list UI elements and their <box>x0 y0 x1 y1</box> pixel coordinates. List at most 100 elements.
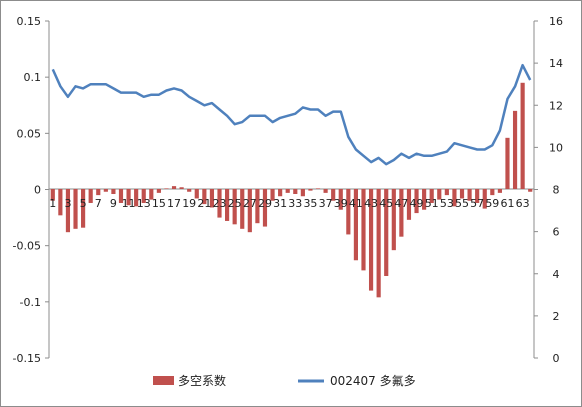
left-tick-label: 0 <box>34 184 41 197</box>
bar-mark <box>376 189 381 298</box>
bar-mark <box>149 189 154 200</box>
bar-mark <box>293 189 298 194</box>
left-tick-label: 0.1 <box>24 71 42 84</box>
bar-mark <box>50 189 55 201</box>
bar-mark <box>164 188 169 189</box>
bar-mark <box>156 189 161 193</box>
bar-mark <box>361 189 366 271</box>
bar-series-group <box>50 82 533 298</box>
x-tick-label: 39 <box>334 197 348 210</box>
x-tick-label: 37 <box>319 197 333 210</box>
bar-mark <box>96 189 101 196</box>
bar-mark <box>225 189 230 221</box>
x-tick-label: 19 <box>182 197 196 210</box>
x-tick-label: 15 <box>152 197 166 210</box>
left-tick-label: -0.05 <box>13 240 41 253</box>
bar-mark <box>270 189 275 201</box>
x-tick-label: 55 <box>455 197 469 210</box>
bar-mark <box>512 110 518 189</box>
bar-mark <box>368 189 374 291</box>
x-tick-label: 51 <box>425 197 439 210</box>
bar-mark <box>171 186 177 189</box>
right-tick-label: 16 <box>549 15 563 28</box>
bar-mark <box>406 189 412 220</box>
bar-mark <box>444 189 449 196</box>
x-tick-label: 41 <box>349 197 363 210</box>
bar-mark <box>505 137 510 189</box>
x-tick-label: 33 <box>288 197 302 210</box>
x-tick-label: 43 <box>364 197 378 210</box>
bar-mark <box>308 189 313 191</box>
legend: 多空系数 002407 多氟多 <box>153 373 416 388</box>
bar-mark <box>520 82 525 189</box>
bar-mark <box>65 189 71 233</box>
axes-group: 0.15 0.1 0.05 0 -0.05 -0.1 -0.15 16 14 12 10 8 6 4 2 0 <box>13 15 563 365</box>
bar-mark <box>126 189 131 206</box>
x-tick-label: 11 <box>122 197 136 210</box>
bar-mark <box>111 189 116 194</box>
right-tick-label: 12 <box>549 99 563 112</box>
x-tick-label: 29 <box>258 197 272 210</box>
bar-mark <box>247 189 252 233</box>
bar-mark <box>278 189 283 197</box>
x-tick-label: 23 <box>213 197 227 210</box>
x-tick-label: 7 <box>95 197 102 210</box>
right-tick-label: 0 <box>553 352 560 365</box>
bar-mark <box>118 189 124 203</box>
bar-mark <box>187 189 192 192</box>
right-tick-label: 10 <box>549 141 563 154</box>
bar-mark <box>338 189 343 210</box>
x-tick-label: 1 <box>49 197 56 210</box>
bar-mark <box>262 189 268 227</box>
bar-mark <box>414 189 419 214</box>
right-tick-label: 8 <box>553 184 560 197</box>
x-tick-label: 53 <box>440 197 454 210</box>
bar-mark <box>467 189 472 201</box>
bar-mark <box>459 189 465 199</box>
right-tick-label: 2 <box>553 310 560 323</box>
bar-mark <box>232 189 237 225</box>
line-series-path <box>51 63 532 166</box>
bar-mark <box>482 189 487 209</box>
x-tick-label: 13 <box>137 197 151 210</box>
x-tick-label: 5 <box>80 197 87 210</box>
bar-mark <box>315 188 321 189</box>
bar-mark <box>490 189 495 196</box>
legend-label-bar: 多空系数 <box>178 373 226 388</box>
bar-mark <box>300 189 305 197</box>
left-tick-label: 0.15 <box>17 15 42 28</box>
x-tick-labels: 1 3 5 7 9 11 13 15 17 19 21 23 25 27 29 31 33 35 37 39 41 43 4… <box>49 197 529 210</box>
x-tick-label: 49 <box>410 197 424 210</box>
bar-mark <box>323 189 328 193</box>
right-tick-label: 4 <box>553 268 560 281</box>
x-tick-label: 59 <box>485 197 499 210</box>
right-tick-label: 14 <box>549 57 563 70</box>
bar-mark <box>255 189 260 224</box>
bar-mark <box>134 189 139 207</box>
bar-mark <box>331 189 336 201</box>
left-tick-label: -0.1 <box>20 296 41 309</box>
left-tick-label: 0.05 <box>17 127 42 140</box>
bar-mark <box>391 189 396 251</box>
bar-mark <box>384 189 389 276</box>
x-tick-label: 45 <box>379 197 393 210</box>
bar-mark <box>497 189 502 193</box>
x-tick-label: 17 <box>167 197 181 210</box>
bar-mark <box>422 189 427 210</box>
x-tick-label: 61 <box>500 197 514 210</box>
x-tick-label: 63 <box>516 197 530 210</box>
bar-mark <box>399 189 404 237</box>
bar-mark <box>141 189 146 203</box>
bar-mark <box>73 189 78 229</box>
x-tick-label: 57 <box>470 197 484 210</box>
x-tick-label: 47 <box>394 197 408 210</box>
line-series-group <box>51 63 532 166</box>
bar-mark <box>528 189 533 192</box>
bar-mark <box>202 189 207 205</box>
bar-mark <box>437 189 442 200</box>
bar-mark <box>475 189 480 203</box>
bar-mark <box>88 189 93 203</box>
bar-mark <box>194 189 199 199</box>
